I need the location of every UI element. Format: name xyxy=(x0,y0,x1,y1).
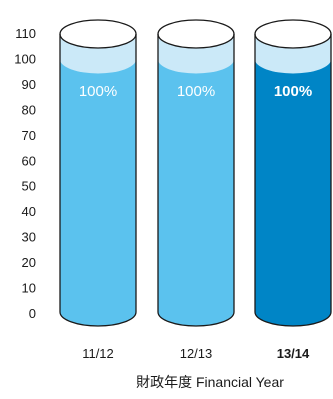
y-tick-label: 60 xyxy=(22,153,36,168)
cylinder-outline xyxy=(157,34,235,327)
y-tick-label: 0 xyxy=(29,306,36,321)
y-tick-label: 40 xyxy=(22,204,36,219)
data-label: 100% xyxy=(274,83,312,100)
x-category-label: 12/13 xyxy=(180,346,213,361)
x-category-label: 11/12 xyxy=(82,346,114,361)
y-tick-label: 20 xyxy=(22,255,36,270)
y-tick-label: 50 xyxy=(22,179,36,194)
y-tick-label: 10 xyxy=(22,281,36,296)
y-tick-label: 70 xyxy=(22,128,36,143)
cylinder-outline xyxy=(59,34,137,327)
data-label: 100% xyxy=(79,83,117,100)
cylinder-liquid xyxy=(60,59,136,326)
cylinder-liquid xyxy=(158,59,234,327)
x-axis-title: 財政年度 Financial Year xyxy=(136,374,284,390)
y-tick-label: 30 xyxy=(22,230,36,245)
y-tick-label: 90 xyxy=(22,77,36,92)
cylinder-rim xyxy=(59,19,137,49)
cylinder-bar: 100% xyxy=(157,19,235,327)
x-axis-category-labels: 11/12 12/13 13/14 xyxy=(82,346,310,361)
cylinder-bar: 100% xyxy=(254,19,332,327)
data-label: 100% xyxy=(177,83,215,100)
y-tick-label: 80 xyxy=(22,102,36,117)
cylinder-bar: 100% xyxy=(59,19,137,327)
cylinder-rim xyxy=(157,19,235,49)
cylinder-liquid xyxy=(255,59,331,327)
cylinder-bars: 100% 100% 100% xyxy=(59,19,332,327)
cylinder-rim xyxy=(254,19,332,49)
cylinder-outline xyxy=(254,34,332,327)
y-tick-label: 100 xyxy=(14,51,36,66)
x-category-label: 13/14 xyxy=(277,346,310,361)
y-tick-label: 110 xyxy=(15,26,36,41)
